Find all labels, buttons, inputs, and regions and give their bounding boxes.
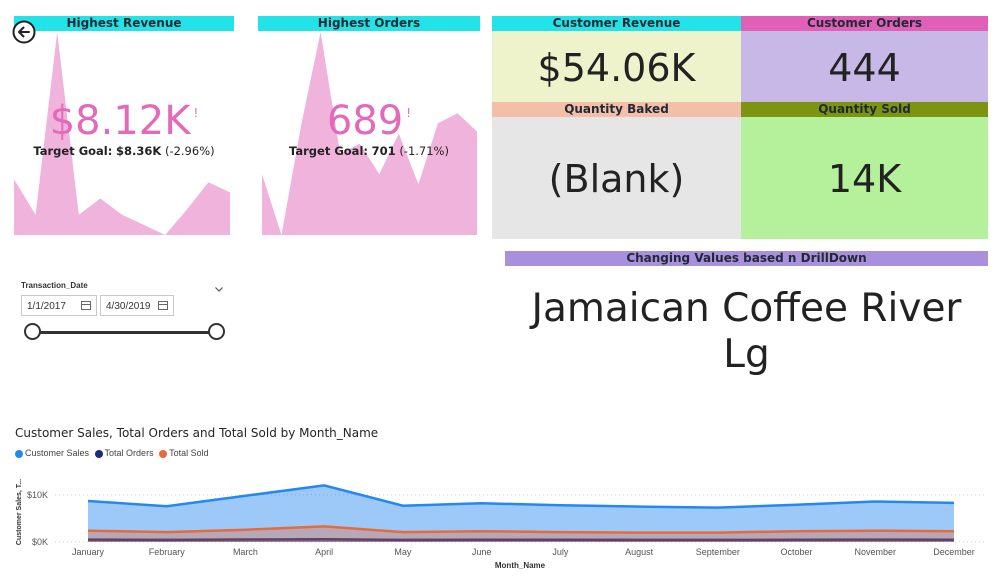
x-tick-label: October xyxy=(781,547,813,557)
kpi-orders-target-label: Target Goal: xyxy=(289,144,368,158)
kpi-revenue-value-row: $8.12K! xyxy=(14,98,234,144)
kpi-orders-target-delta: (-1.71%) xyxy=(399,144,449,158)
customer-revenue-card xyxy=(492,31,741,102)
drilldown-line-2: Lg xyxy=(723,332,770,377)
chart-title: Customer Sales, Total Orders and Total S… xyxy=(15,426,379,440)
kpi-orders-header: Highest Orders xyxy=(258,16,480,31)
quantity-baked-value: (Blank) xyxy=(548,157,685,201)
quantity-sold-header: Quantity Sold xyxy=(741,102,988,117)
x-tick-label: December xyxy=(933,547,975,557)
kpi-revenue-target: Target Goal: $8.36K (-2.96%) xyxy=(14,144,234,158)
calendar-icon[interactable] xyxy=(158,301,168,310)
kpi-revenue-area-chart xyxy=(14,32,230,235)
kpi-revenue-target-delta: (-2.96%) xyxy=(164,144,215,158)
series-customer-sales-line[interactable] xyxy=(87,484,955,509)
chart-legend: Customer Sales Total Orders Total Sold xyxy=(15,448,209,458)
kpi-orders-value-row: 689! xyxy=(258,98,480,144)
x-tick-label: January xyxy=(72,547,105,557)
slicer-collapse-chevron-icon[interactable] xyxy=(214,279,224,292)
kpi-revenue-header: Highest Revenue xyxy=(14,16,234,31)
slicer-end-handle[interactable] xyxy=(208,323,225,340)
customer-revenue-value: $54.06K xyxy=(537,46,696,90)
kpi-orders-target: Target Goal: 701 (-1.71%) xyxy=(258,144,480,158)
slicer-track[interactable] xyxy=(32,331,217,334)
drilldown-value: Jamaican Coffee River Lg xyxy=(505,286,988,378)
legend-item-total-sold[interactable]: Total Sold xyxy=(159,448,209,458)
customer-orders-header: Customer Orders xyxy=(741,16,988,31)
slicer-title: Transaction_Date xyxy=(21,281,88,290)
kpi-revenue-target-value: $8.36K xyxy=(116,144,162,158)
x-tick-label: May xyxy=(394,547,412,557)
x-tick-label: July xyxy=(552,547,569,557)
kpi-revenue-alert: ! xyxy=(193,106,199,120)
quantity-sold-value: 14K xyxy=(827,157,902,201)
legend-item-total-orders[interactable]: Total Orders xyxy=(94,448,154,458)
slicer-start-date[interactable]: 1/1/2017 xyxy=(21,295,97,316)
x-axis-title: Month_Name xyxy=(495,561,546,570)
drilldown-header: Changing Values based n DrillDown xyxy=(505,251,988,266)
legend-item-customer-sales[interactable]: Customer Sales xyxy=(15,448,89,458)
monthly-area-chart: $0K $10K January February March April May June J… xyxy=(16,479,985,570)
x-tick-label: March xyxy=(233,547,258,557)
kpi-orders-area xyxy=(262,32,477,235)
customer-orders-value: 444 xyxy=(828,46,901,90)
x-tick-label: April xyxy=(315,547,333,557)
kpi-orders-target-value: 701 xyxy=(371,144,396,158)
customer-orders-card xyxy=(741,31,988,102)
slicer-end-date-text: 4/30/2019 xyxy=(106,301,151,312)
kpi-orders-alert: ! xyxy=(406,106,412,120)
y-axis-title: Customer Sales, T... xyxy=(16,479,23,545)
x-tick-label: August xyxy=(625,547,654,557)
y-tick-label: $10K xyxy=(27,490,48,500)
slicer-end-date[interactable]: 4/30/2019 xyxy=(100,295,174,316)
back-button[interactable] xyxy=(11,19,37,45)
series-total-orders-line[interactable] xyxy=(87,537,955,542)
drilldown-line-1: Jamaican Coffee River xyxy=(531,286,962,331)
kpi-orders-value: 689 xyxy=(326,98,404,144)
slicer-start-date-text: 1/1/2017 xyxy=(27,301,66,312)
series-total-sold-line[interactable] xyxy=(87,525,955,534)
kpi-revenue-value: $8.12K xyxy=(49,98,191,144)
quantity-baked-card xyxy=(492,117,741,239)
calendar-icon[interactable] xyxy=(81,301,91,310)
kpi-revenue-area xyxy=(14,32,230,235)
x-tick-label: June xyxy=(472,547,492,557)
slicer-start-handle[interactable] xyxy=(24,323,41,340)
kpi-orders-area-chart xyxy=(262,32,477,235)
y-tick-label: $0K xyxy=(32,537,48,547)
x-tick-label: November xyxy=(855,547,897,557)
kpi-revenue-target-label: Target Goal: xyxy=(33,144,113,158)
customer-revenue-header: Customer Revenue xyxy=(492,16,741,31)
x-tick-label: February xyxy=(149,547,186,557)
quantity-baked-header: Quantity Baked xyxy=(492,102,741,117)
x-tick-label: September xyxy=(696,547,740,557)
series-total-sold-area xyxy=(88,526,954,542)
back-arrow-icon xyxy=(12,20,36,44)
quantity-sold-card xyxy=(741,117,988,239)
